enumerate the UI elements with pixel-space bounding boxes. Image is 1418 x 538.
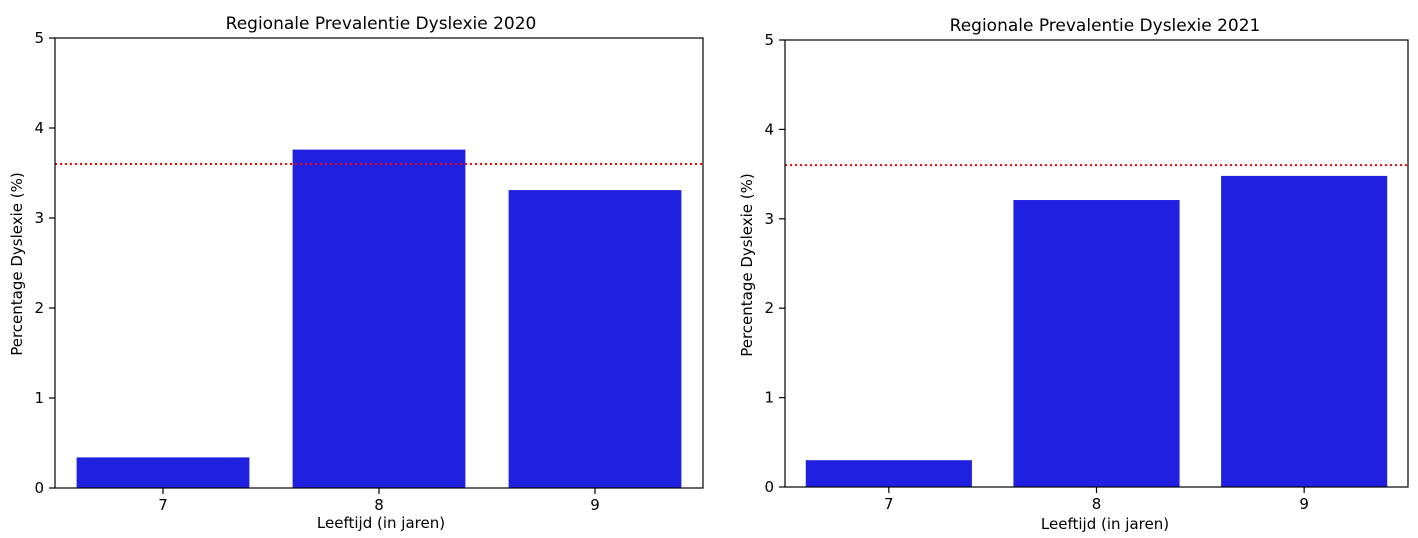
y-axis-label: Percentage Dyslexie (%) xyxy=(738,173,756,357)
y-axis-label: Percentage Dyslexie (%) xyxy=(8,172,26,356)
y-tick-label: 5 xyxy=(764,31,774,49)
x-axis-label: Leeftijd (in jaren) xyxy=(317,514,445,532)
y-tick-label: 1 xyxy=(764,389,774,407)
x-tick-label: 9 xyxy=(590,496,600,514)
y-tick-label: 2 xyxy=(764,299,774,317)
y-tick-label: 2 xyxy=(34,299,44,317)
chart-2020: Regionale Prevalentie Dyslexie 2020 Perc… xyxy=(8,14,704,532)
x-tick-label: 8 xyxy=(1092,495,1102,513)
y-tick-label: 3 xyxy=(34,209,44,227)
y-tick-label: 3 xyxy=(764,210,774,228)
chart-2021: Regionale Prevalentie Dyslexie 2021 Perc… xyxy=(738,16,1409,533)
y-tick-label: 5 xyxy=(34,29,44,47)
x-axis-label: Leeftijd (in jaren) xyxy=(1041,515,1169,533)
y-tick-label: 4 xyxy=(764,120,774,138)
y-tick-label: 1 xyxy=(34,389,44,407)
plot-area: 0 1 2 3 4 5 7 8 9 xyxy=(764,31,1409,513)
y-tick-label: 0 xyxy=(34,479,44,497)
bar-7 xyxy=(76,457,250,488)
plot-area: 0 1 2 3 4 5 7 8 9 xyxy=(34,29,704,514)
y-tick-label: 0 xyxy=(764,478,774,496)
bar-7 xyxy=(805,460,972,487)
bar-9 xyxy=(508,190,682,488)
x-tick-label: 8 xyxy=(374,496,384,514)
x-tick-label: 9 xyxy=(1299,495,1309,513)
chart-title: Regionale Prevalentie Dyslexie 2020 xyxy=(226,14,537,34)
x-tick-label: 7 xyxy=(158,496,168,514)
x-tick-label: 7 xyxy=(884,495,894,513)
bar-9 xyxy=(1221,175,1388,487)
chart-title: Regionale Prevalentie Dyslexie 2021 xyxy=(950,16,1261,36)
y-tick-label: 4 xyxy=(34,119,44,137)
bar-8 xyxy=(1013,200,1180,487)
bar-8 xyxy=(292,149,466,488)
